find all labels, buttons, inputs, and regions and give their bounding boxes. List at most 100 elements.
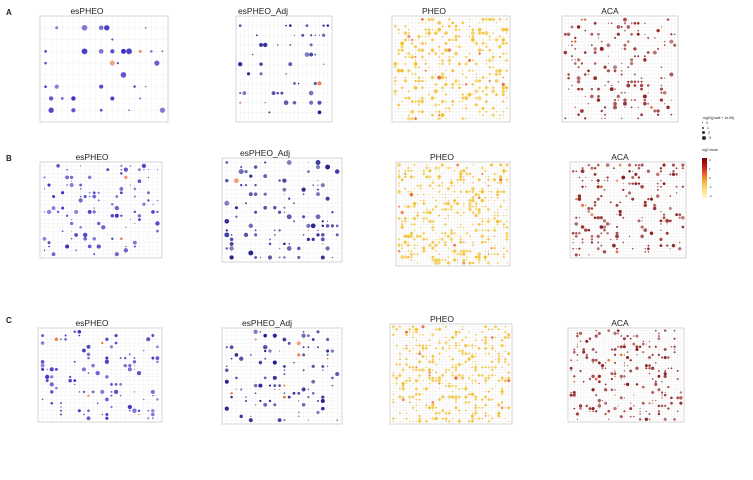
data-point [460, 226, 462, 228]
data-point [392, 342, 394, 344]
data-point [619, 374, 623, 378]
data-point [669, 173, 672, 176]
data-point [595, 329, 598, 332]
data-point [277, 418, 282, 423]
data-point [617, 345, 620, 348]
data-point [485, 63, 488, 65]
data-point [307, 334, 310, 338]
data-point [124, 356, 127, 360]
data-point [417, 76, 421, 80]
data-point [623, 22, 627, 25]
data-point [250, 415, 252, 417]
data-point [457, 362, 461, 367]
data-point [587, 163, 591, 167]
data-point [501, 38, 506, 42]
data-point [644, 417, 649, 421]
data-point [500, 389, 504, 394]
data-point [471, 347, 474, 350]
data-point [101, 413, 103, 416]
data-point [70, 238, 73, 240]
data-point [317, 110, 322, 115]
data-point [40, 359, 45, 364]
data-point [616, 214, 618, 216]
data-point [225, 229, 228, 232]
data-point [496, 190, 500, 194]
data-point [424, 21, 427, 24]
data-point [430, 17, 435, 22]
data-point [289, 43, 292, 46]
data-point [427, 17, 431, 22]
data-point [408, 365, 412, 369]
data-point [144, 26, 147, 29]
data-point [475, 176, 477, 178]
data-point [493, 178, 497, 182]
data-point [418, 414, 421, 418]
data-point [297, 82, 300, 85]
panel-a-espheo [39, 15, 169, 127]
data-point [487, 235, 490, 238]
data-point [571, 44, 573, 47]
data-point [49, 382, 54, 387]
data-point [245, 396, 247, 398]
data-point [462, 83, 464, 86]
data-point [88, 191, 91, 194]
data-point [484, 259, 487, 261]
data-point [454, 365, 458, 369]
data-point [321, 406, 325, 411]
data-point [407, 166, 410, 170]
data-point [625, 195, 628, 198]
data-point [499, 163, 503, 167]
data-point [678, 247, 682, 251]
data-point [248, 418, 253, 423]
data-point [418, 417, 421, 420]
data-point [636, 32, 640, 36]
data-point [422, 237, 426, 241]
data-point [616, 94, 621, 99]
data-point [51, 206, 56, 211]
data-point [572, 241, 574, 244]
data-point [626, 334, 629, 338]
data-point [487, 328, 490, 331]
data-point [481, 331, 484, 334]
data-point [422, 334, 424, 336]
data-point [430, 75, 435, 80]
data-point [628, 169, 631, 173]
data-point [238, 24, 242, 27]
data-point [648, 372, 651, 375]
data-point [438, 63, 440, 65]
data-point [506, 214, 508, 217]
cbar-tick-2: 0 [709, 176, 711, 180]
data-point [51, 195, 56, 199]
data-point [61, 230, 64, 233]
data-point [447, 166, 450, 170]
data-point [407, 31, 410, 35]
data-point [286, 214, 292, 220]
data-point [413, 61, 418, 66]
data-point [283, 373, 286, 376]
data-point [474, 355, 477, 358]
data-point [656, 194, 660, 198]
data-point [579, 340, 582, 343]
data-point [133, 195, 136, 198]
data-point [460, 256, 462, 258]
data-point [637, 219, 641, 223]
data-point [96, 402, 99, 405]
title-a-espheo: esPHEO [70, 6, 104, 16]
data-point [110, 49, 115, 54]
data-point [580, 203, 585, 207]
data-point [248, 192, 253, 197]
plot-frame [561, 15, 679, 123]
data-point [229, 255, 234, 260]
data-point [454, 398, 458, 401]
data-point [288, 24, 292, 27]
data-point [503, 336, 507, 340]
data-point [274, 388, 276, 390]
data-point [61, 206, 65, 210]
data-point [501, 89, 506, 94]
data-point [485, 382, 487, 385]
data-point [144, 85, 147, 88]
data-point [412, 347, 414, 350]
data-point [416, 184, 419, 187]
data-point [643, 101, 647, 106]
data-point [394, 76, 397, 79]
